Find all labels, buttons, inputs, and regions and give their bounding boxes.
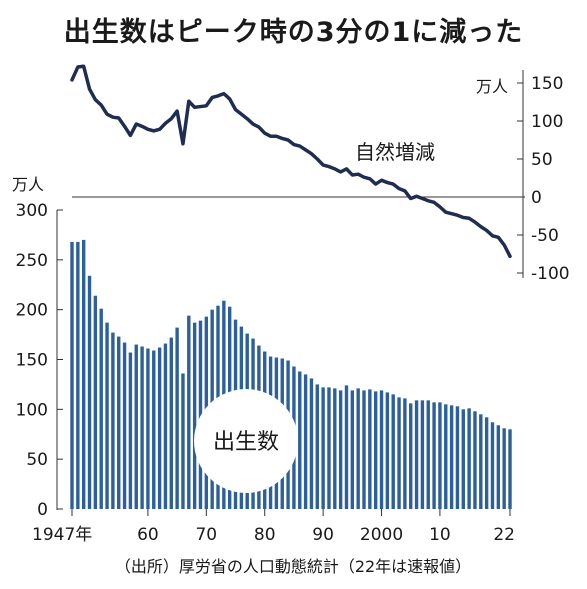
birth-bar-1956	[122, 342, 127, 509]
line-y-ticks: 150 100 50 0 -50 -100	[517, 74, 570, 284]
birth-bar-1987	[303, 374, 308, 509]
birth-bar-1954	[111, 332, 115, 509]
birth-bar-1959	[140, 346, 144, 509]
birth-bar-1957	[128, 352, 133, 509]
bar-y-unit: 万人	[12, 175, 44, 194]
birth-bar-1969	[198, 320, 203, 509]
birth-bar-2002	[391, 394, 395, 509]
birth-bar-2016	[473, 411, 477, 509]
birth-bar-1965	[175, 327, 179, 509]
birth-bar-2004	[403, 398, 407, 509]
birth-bar-2008	[426, 400, 430, 509]
birth-bar-1990	[321, 387, 325, 509]
chart-title: 出生数はピーク時の3分の1に減った	[63, 17, 524, 48]
x-tick-label: 2000	[360, 525, 403, 545]
bar-y-ticks: 300 250 200 150 100 50 0	[16, 201, 63, 520]
birth-bar-1999	[373, 391, 378, 509]
birth-bar-1988	[309, 378, 314, 509]
birth-bar-2011	[444, 404, 448, 509]
bar-y-tick-label: 250	[16, 251, 48, 271]
x-tick-label: 60	[137, 525, 159, 545]
bar-y-tick-label: 200	[16, 301, 48, 321]
birth-bar-2015	[467, 408, 471, 509]
birth-bar-2007	[420, 400, 425, 509]
x-tick-label: 70	[195, 525, 217, 545]
line-y-tick-label: 100	[531, 112, 563, 132]
birth-bar-1997	[362, 390, 366, 509]
birth-bar-2012	[449, 405, 454, 509]
birth-bar-2003	[397, 397, 401, 509]
birth-bar-1964	[169, 337, 173, 509]
bar-y-tick-label: 0	[37, 500, 48, 520]
birth-bar-2001	[385, 392, 390, 509]
birth-bar-1963	[163, 343, 168, 509]
birth-bar-2006	[414, 400, 419, 509]
birth-bar-2013	[455, 406, 460, 509]
x-tick-label: 80	[254, 525, 276, 545]
birth-bar-2000	[379, 390, 384, 509]
line-y-unit: 万人	[476, 77, 508, 96]
birth-bar-1952	[99, 308, 103, 509]
birth-bar-1961	[152, 350, 156, 509]
bar-y-tick-label: 150	[16, 351, 48, 371]
bar-y-tick-label: 100	[16, 400, 48, 420]
line-y-tick-label: 0	[531, 188, 542, 208]
birth-bar-1958	[134, 344, 138, 509]
source-note: （出所）厚労省の人口動態統計（22年は速報値）	[115, 557, 471, 576]
birth-bar-1998	[368, 389, 372, 509]
birth-bar-1950	[87, 275, 92, 509]
natural-change-line	[70, 64, 512, 259]
x-tick-label: 22	[493, 525, 515, 545]
bar-y-tick-label: 50	[26, 450, 48, 470]
birth-bar-1953	[105, 322, 109, 509]
birth-bar-1951	[93, 295, 98, 509]
birth-bar-2017	[479, 414, 483, 509]
birth-bar-2005	[409, 403, 413, 509]
bar-y-tick-label: 300	[16, 201, 48, 221]
birth-bar-1996	[356, 388, 360, 509]
x-axis-ticks: 1947年 60 70 80 90 2000 10 22	[32, 509, 515, 545]
birth-bar-1949	[81, 239, 86, 509]
birth-bar-2020	[496, 425, 501, 509]
birth-bars	[70, 239, 512, 509]
x-tick-label: 1947年	[32, 525, 92, 545]
birth-bar-1994	[344, 385, 349, 509]
birth-bar-1993	[338, 390, 343, 509]
birth-bar-1992	[333, 388, 337, 509]
birth-bar-1986	[298, 371, 302, 509]
birth-label-circle	[194, 389, 298, 493]
birth-series-label: 出生数	[213, 430, 279, 455]
line-y-tick-label: 50	[531, 150, 553, 170]
birth-bar-2014	[461, 409, 465, 509]
birth-bar-2010	[438, 402, 442, 509]
birth-bar-1995	[350, 390, 355, 509]
birth-bar-2009	[432, 402, 436, 509]
birth-bar-2022	[508, 429, 512, 509]
birth-bar-1955	[117, 336, 121, 509]
line-y-tick-label: -50	[531, 226, 559, 246]
birth-bar-1967	[187, 315, 191, 509]
birth-bar-1947	[70, 241, 74, 509]
line-y-tick-label: -100	[531, 264, 570, 284]
x-tick-label: 90	[312, 525, 334, 545]
birth-bar-1948	[76, 241, 80, 509]
natural-change-series-label: 自然増減	[355, 140, 435, 164]
birth-bar-2019	[490, 422, 495, 509]
birth-bar-1966	[181, 373, 185, 509]
birth-bar-1968	[192, 322, 197, 509]
birth-bar-1960	[146, 348, 150, 509]
birth-bar-1962	[157, 347, 162, 509]
birth-bar-2021	[502, 428, 506, 509]
line-y-tick-label: 150	[531, 74, 563, 94]
birth-bar-1989	[315, 384, 319, 509]
birth-bar-1991	[327, 387, 331, 509]
x-tick-label: 10	[429, 525, 451, 545]
birth-bar-2018	[484, 417, 489, 509]
